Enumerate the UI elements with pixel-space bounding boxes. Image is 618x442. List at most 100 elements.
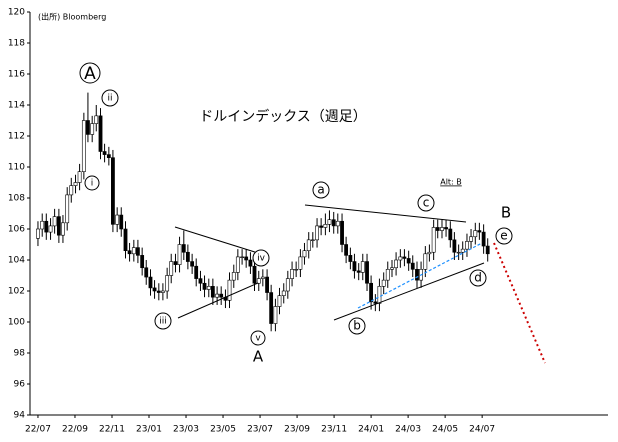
wave-label: A	[84, 64, 96, 84]
projection-line	[493, 242, 546, 364]
label-circle	[252, 249, 270, 267]
candle-body	[415, 268, 419, 281]
candle-body	[406, 258, 411, 264]
candle-body	[102, 151, 107, 155]
candle-body	[173, 261, 178, 265]
candle-body	[285, 278, 290, 292]
candle-body	[136, 247, 140, 256]
candle-body	[269, 292, 274, 324]
candle-body	[169, 261, 174, 276]
candle-body	[148, 276, 153, 289]
candle-body	[260, 276, 265, 279]
candle-body	[340, 220, 344, 245]
candle-body	[398, 256, 403, 261]
trend-line	[304, 204, 467, 223]
trend-line	[333, 262, 485, 321]
candle-body	[235, 256, 240, 273]
wave-label: e	[500, 229, 507, 243]
candle-body	[81, 120, 86, 172]
candle-body	[460, 248, 465, 253]
y-tick-label: 100	[8, 318, 25, 328]
x-tick-label: 24/05	[432, 425, 458, 435]
candle-body	[215, 293, 220, 298]
candle-body	[94, 115, 99, 124]
candle-body	[402, 256, 407, 259]
candle-body	[452, 239, 457, 253]
label-circle	[417, 194, 435, 212]
candle-body	[348, 255, 353, 262]
label-circle	[495, 227, 513, 245]
label-circle	[101, 89, 119, 107]
candle-body	[156, 290, 161, 293]
wave-label: A	[253, 348, 264, 366]
candle-body	[435, 227, 440, 231]
candle-body	[290, 268, 294, 279]
candle-body	[344, 244, 349, 256]
label-circle	[348, 317, 366, 335]
x-tick-label: 22/07	[25, 425, 51, 435]
wave-label: B	[501, 204, 511, 222]
candle-body	[373, 301, 378, 304]
label-circle	[469, 269, 487, 287]
candle-body	[48, 225, 53, 233]
candle-body	[177, 244, 182, 265]
candle-body	[119, 214, 124, 230]
candle-body	[111, 157, 115, 225]
candle-body	[56, 216, 61, 236]
y-tick-label: 120	[8, 8, 25, 18]
y-tick-label: 94	[14, 411, 26, 421]
candle-body	[160, 290, 165, 293]
wave-label: i	[91, 179, 94, 189]
label-circle	[84, 175, 100, 191]
wave-label: a	[317, 183, 324, 197]
x-tick-label: 23/09	[284, 425, 310, 435]
candle-body	[352, 261, 357, 272]
x-tick-label: 24/07	[469, 425, 495, 435]
candle-body	[473, 230, 478, 238]
candle-body	[310, 239, 315, 241]
candle-body	[377, 286, 382, 304]
y-tick-label: 118	[8, 39, 25, 49]
candle-body	[394, 259, 398, 269]
label-circle	[154, 312, 172, 330]
candle-body	[448, 228, 453, 241]
wave-label: iv	[257, 254, 266, 264]
y-tick-label: 102	[8, 287, 25, 297]
candle-body	[381, 279, 386, 287]
y-tick-label: 104	[8, 256, 25, 266]
candle-body	[244, 256, 249, 261]
candle-body	[144, 267, 149, 278]
wave-label: iii	[159, 317, 167, 327]
candle-body	[485, 245, 490, 255]
wave-label: ii	[107, 94, 112, 104]
candle-body	[181, 244, 186, 253]
x-tick-label: 23/07	[247, 425, 273, 435]
trend-line	[174, 226, 259, 254]
candle-body	[106, 154, 111, 159]
x-tick-label: 23/11	[321, 425, 347, 435]
candle-body	[356, 270, 361, 273]
candle-body	[152, 287, 157, 292]
candle-body	[185, 251, 190, 262]
candle-body	[477, 230, 482, 233]
candle-body	[315, 225, 319, 241]
y-tick-label: 108	[8, 194, 25, 204]
candle-body	[131, 247, 136, 255]
candle-body	[469, 236, 473, 242]
candle-body	[73, 182, 78, 186]
y-tick-label: 114	[8, 101, 25, 111]
candle-body	[335, 220, 340, 227]
candle-body	[123, 228, 128, 252]
candle-body	[65, 194, 70, 224]
candle-body	[69, 185, 74, 196]
y-tick-label: 98	[14, 349, 26, 359]
candle-body	[369, 282, 373, 303]
candle-body	[385, 268, 390, 281]
candle-body	[481, 231, 486, 247]
candle-body	[52, 216, 57, 227]
candle-body	[240, 256, 244, 258]
candle-body	[36, 228, 40, 239]
candle-body	[202, 282, 207, 290]
candle-body	[294, 268, 299, 271]
